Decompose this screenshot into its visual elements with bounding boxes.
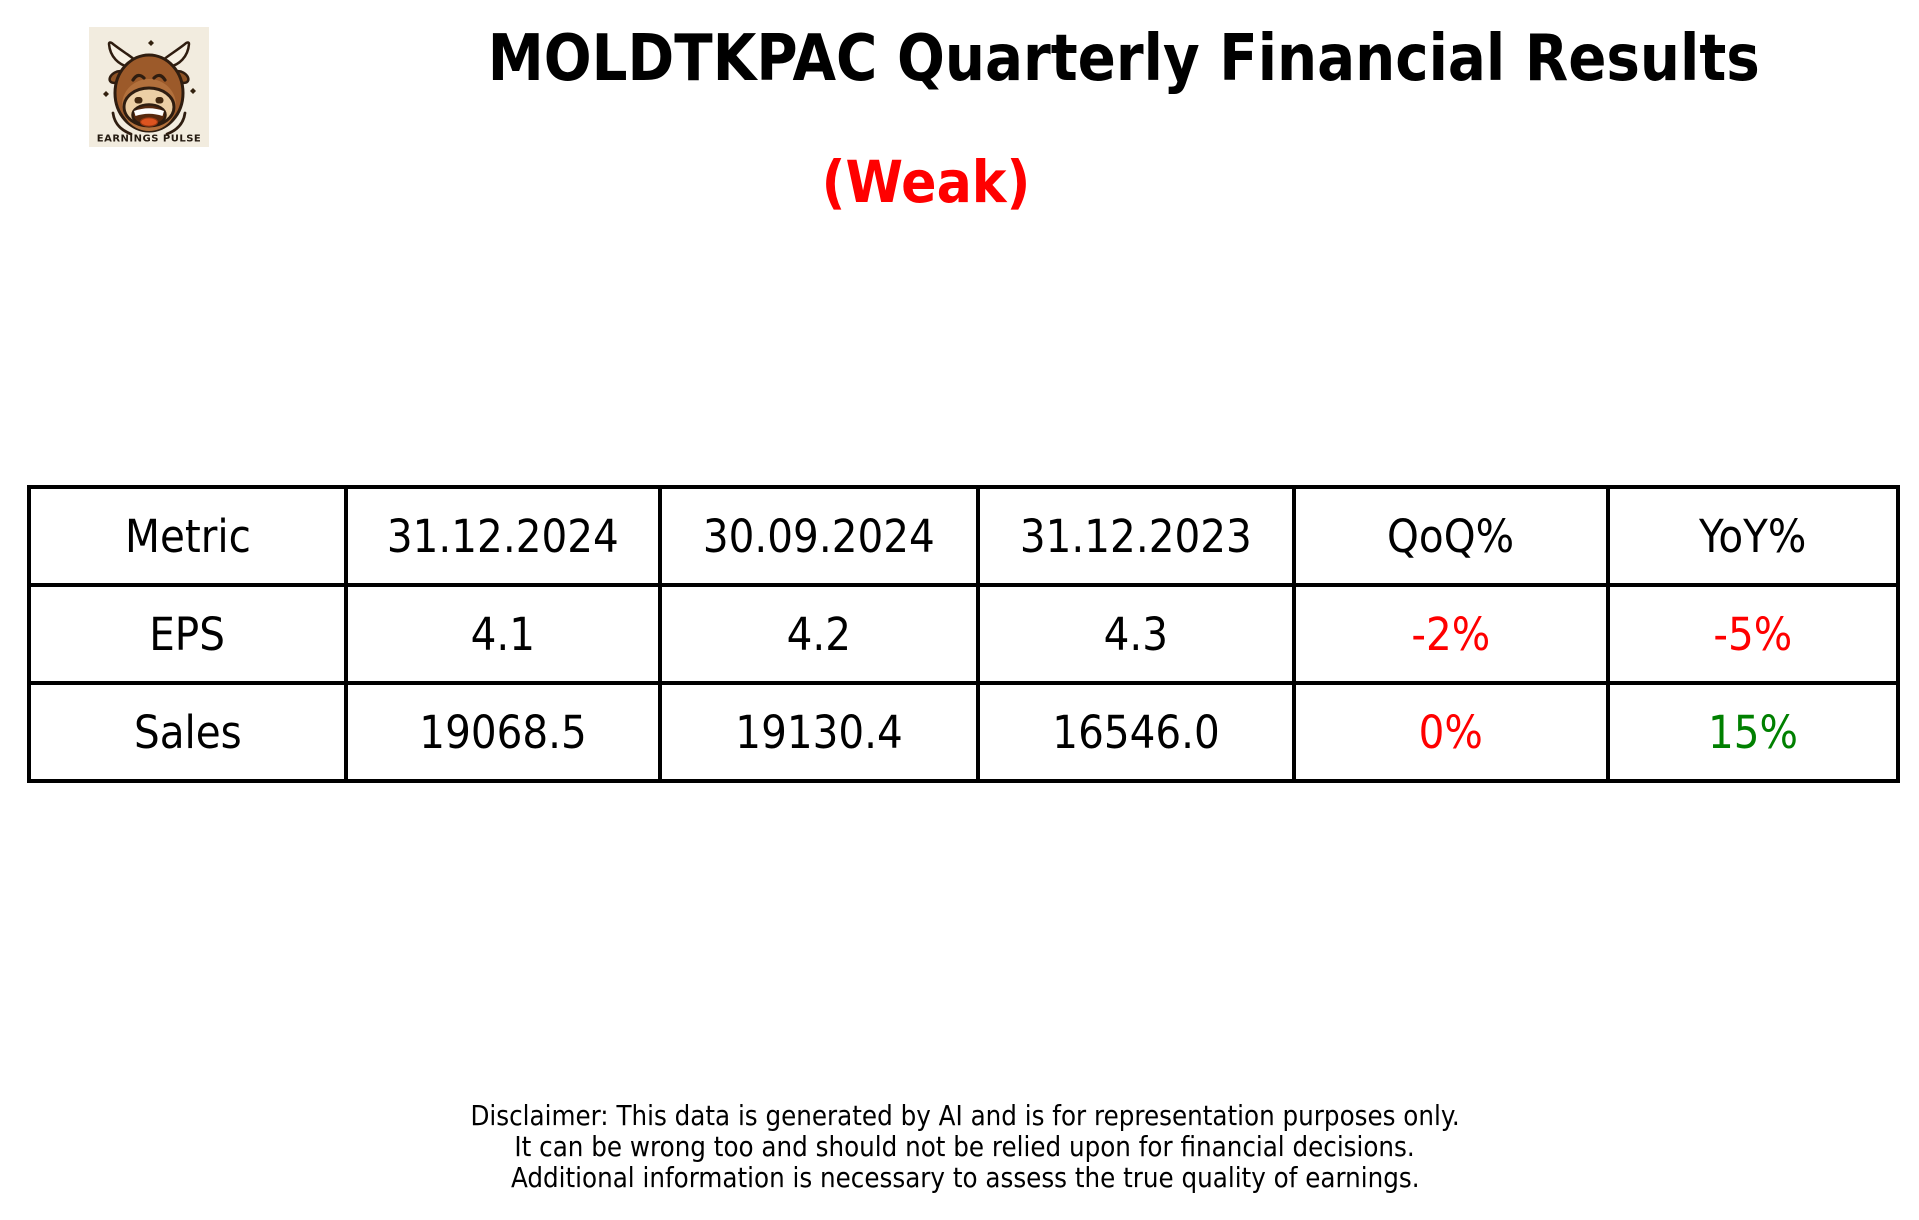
eps-q-previous-cell: 4.2 (658, 583, 980, 685)
disclaimer-text: It can be wrong too and should not be re… (514, 1130, 1416, 1163)
sales-qoq-cell: 0% (1292, 681, 1610, 783)
disclaimer: Disclaimer: This data is generated by AI… (65, 1100, 1865, 1193)
cell-value: 16546.0 (1052, 705, 1220, 759)
sales-q-current-cell: 19068.5 (344, 681, 662, 783)
table-header-row: Metric 31.12.2024 30.09.2024 31.12.2023 … (27, 485, 1900, 587)
disclaimer-line-2: It can be wrong too and should not be re… (65, 1131, 1865, 1162)
eps-q-yearago-cell: 4.3 (976, 583, 1296, 685)
verdict-subtitle: (Weak) (821, 148, 1031, 216)
page-title: MOLDTKPAC Quarterly Financial Results (487, 22, 1761, 96)
disclaimer-text: Additional information is necessary to a… (510, 1161, 1420, 1194)
financials-table: Metric 31.12.2024 30.09.2024 31.12.2023 … (27, 485, 1900, 783)
disclaimer-line-1: Disclaimer: This data is generated by AI… (65, 1100, 1865, 1131)
table-row-eps: EPS 4.1 4.2 4.3 -2% -5% (27, 583, 1900, 685)
title-container: MOLDTKPAC Quarterly Financial Results (224, 26, 1919, 92)
column-header-q-previous: 30.09.2024 (658, 485, 980, 587)
column-header-q-current: 31.12.2024 (344, 485, 662, 587)
cell-value: 4.2 (786, 607, 852, 661)
cell-value: 4.3 (1103, 607, 1169, 661)
cell-value: 4.1 (470, 607, 536, 661)
cell-value: 0% (1418, 705, 1484, 759)
column-header-label: QoQ% (1387, 509, 1515, 563)
column-header-qoq: QoQ% (1292, 485, 1610, 587)
sales-q-yearago-cell: 16546.0 (976, 681, 1296, 783)
disclaimer-text: Disclaimer: This data is generated by AI… (470, 1099, 1460, 1132)
column-header-label: Metric (124, 509, 251, 563)
table-row-sales: Sales 19068.5 19130.4 16546.0 0% 15% (27, 681, 1900, 783)
eps-qoq-cell: -2% (1292, 583, 1610, 685)
cell-value: 15% (1707, 705, 1799, 759)
cell-value: Sales (133, 705, 242, 759)
cell-value: -2% (1411, 607, 1491, 661)
column-header-label: 31.12.2024 (387, 509, 619, 563)
column-header-label: 30.09.2024 (703, 509, 935, 563)
eps-yoy-cell: -5% (1606, 583, 1900, 685)
cell-value: EPS (149, 607, 226, 661)
sales-yoy-cell: 15% (1606, 681, 1900, 783)
cell-value: 19130.4 (735, 705, 903, 759)
verdict-container: (Weak) (26, 146, 1826, 218)
brand-name: EARNINGS PULSE (97, 134, 201, 145)
disclaimer-line-3: Additional information is necessary to a… (65, 1162, 1865, 1193)
eps-metric-cell: EPS (27, 583, 348, 685)
sales-q-previous-cell: 19130.4 (658, 681, 980, 783)
column-header-yoy: YoY% (1606, 485, 1900, 587)
column-header-metric: Metric (27, 485, 348, 587)
brand-logo: EARNINGS PULSE (89, 27, 209, 147)
cell-value: 19068.5 (419, 705, 587, 759)
eps-q-current-cell: 4.1 (344, 583, 662, 685)
column-header-q-yearago: 31.12.2023 (976, 485, 1296, 587)
sales-metric-cell: Sales (27, 681, 348, 783)
cell-value: -5% (1713, 607, 1793, 661)
column-header-label: YoY% (1699, 509, 1807, 563)
bull-logo-icon: EARNINGS PULSE (89, 27, 209, 147)
column-header-label: 31.12.2023 (1020, 509, 1252, 563)
